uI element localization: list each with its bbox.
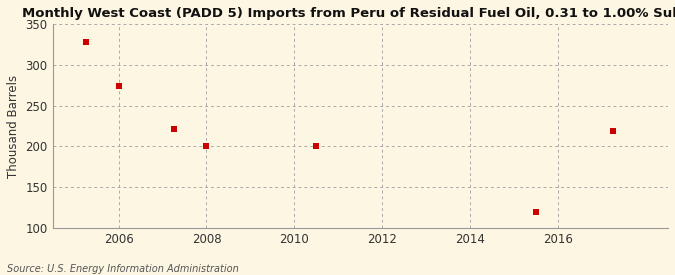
Text: Source: U.S. Energy Information Administration: Source: U.S. Energy Information Administ… xyxy=(7,264,238,274)
Title: Monthly West Coast (PADD 5) Imports from Peru of Residual Fuel Oil, 0.31 to 1.00: Monthly West Coast (PADD 5) Imports from… xyxy=(22,7,675,20)
Y-axis label: Thousand Barrels: Thousand Barrels xyxy=(7,75,20,178)
